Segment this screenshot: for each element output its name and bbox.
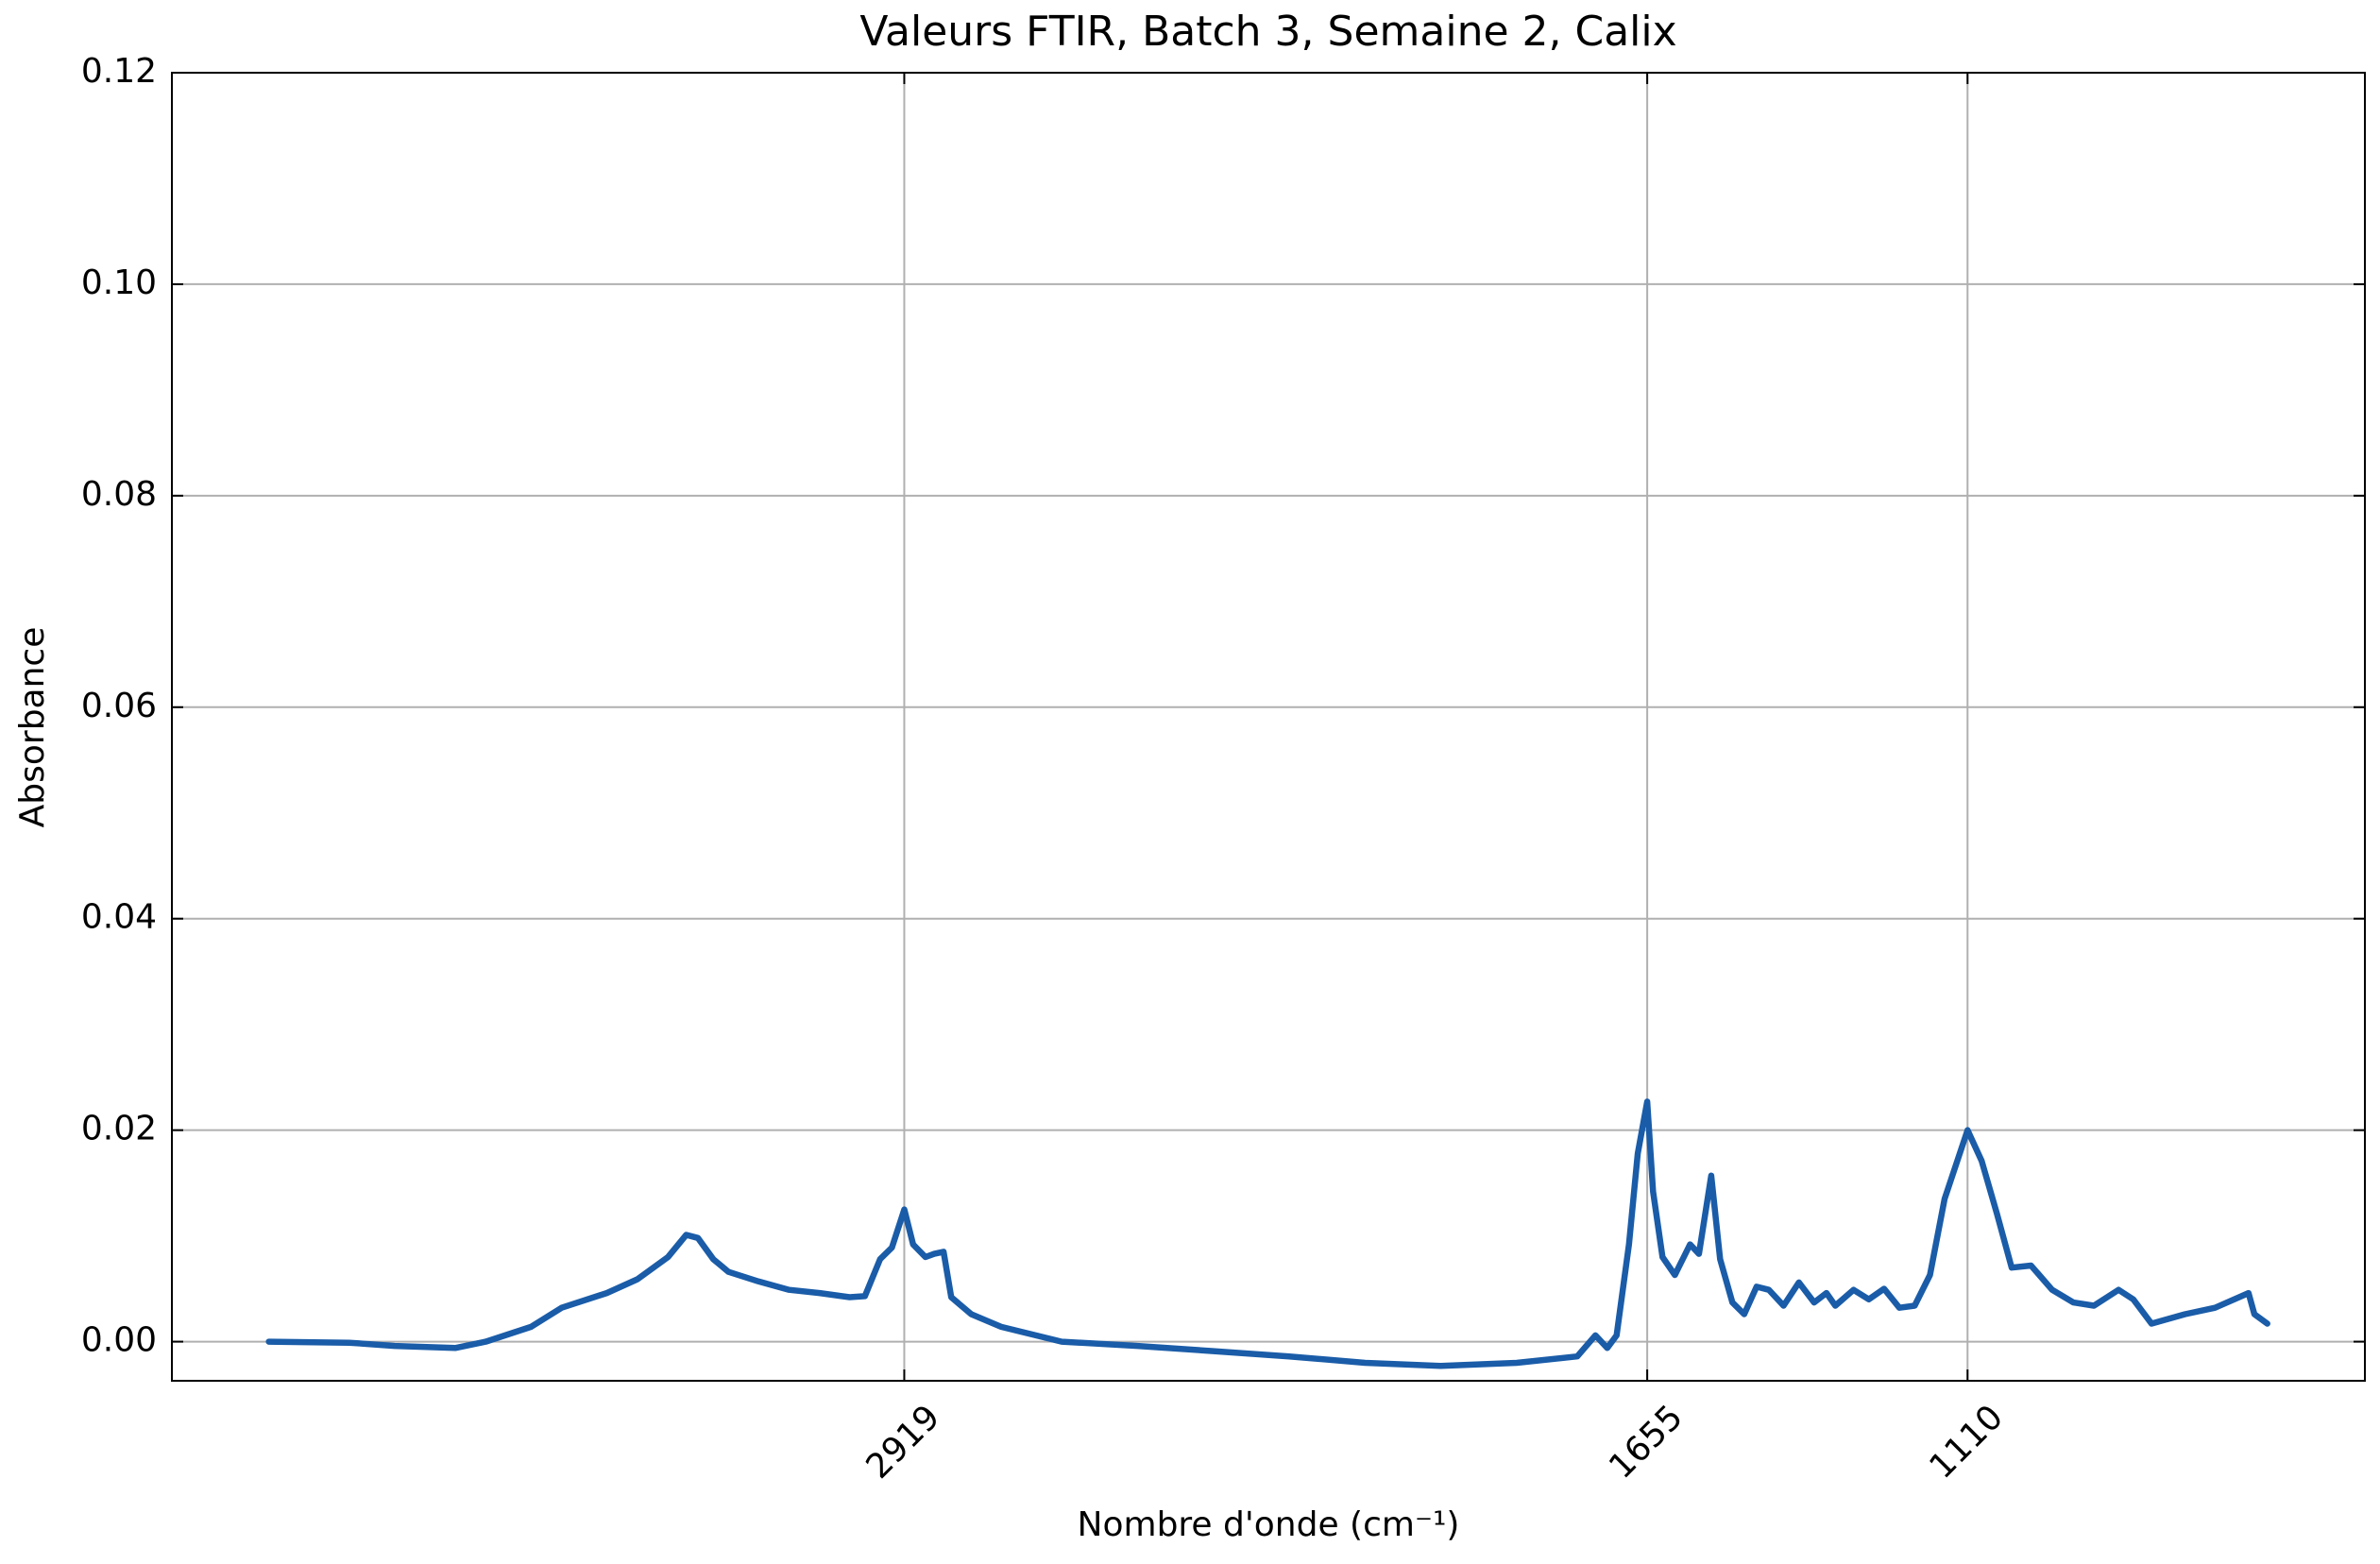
y-tick-label: 0.02 xyxy=(81,1110,157,1148)
y-axis-label: Absorbance xyxy=(13,627,52,828)
spectrum-line xyxy=(265,1098,2270,1369)
y-tick-label: 0.06 xyxy=(81,687,157,725)
y-tick-label: 0.04 xyxy=(81,898,157,937)
x-axis-label: Nombre d'onde (cm⁻¹) xyxy=(1078,1505,1460,1544)
x-tick-label: 2919 xyxy=(859,1398,948,1487)
y-tick-label: 0.10 xyxy=(81,264,157,302)
x-tick-label: 1655 xyxy=(1602,1398,1691,1487)
x-tick-label: 1110 xyxy=(1922,1398,2011,1487)
y-tick-label: 0.00 xyxy=(81,1321,157,1360)
y-tick-label: 0.08 xyxy=(81,475,157,514)
plot-frame xyxy=(171,72,2366,1382)
y-tick-label: 0.12 xyxy=(81,52,157,91)
chart-title: Valeurs FTIR, Batch 3, Semaine 2, Calix xyxy=(859,8,1676,56)
